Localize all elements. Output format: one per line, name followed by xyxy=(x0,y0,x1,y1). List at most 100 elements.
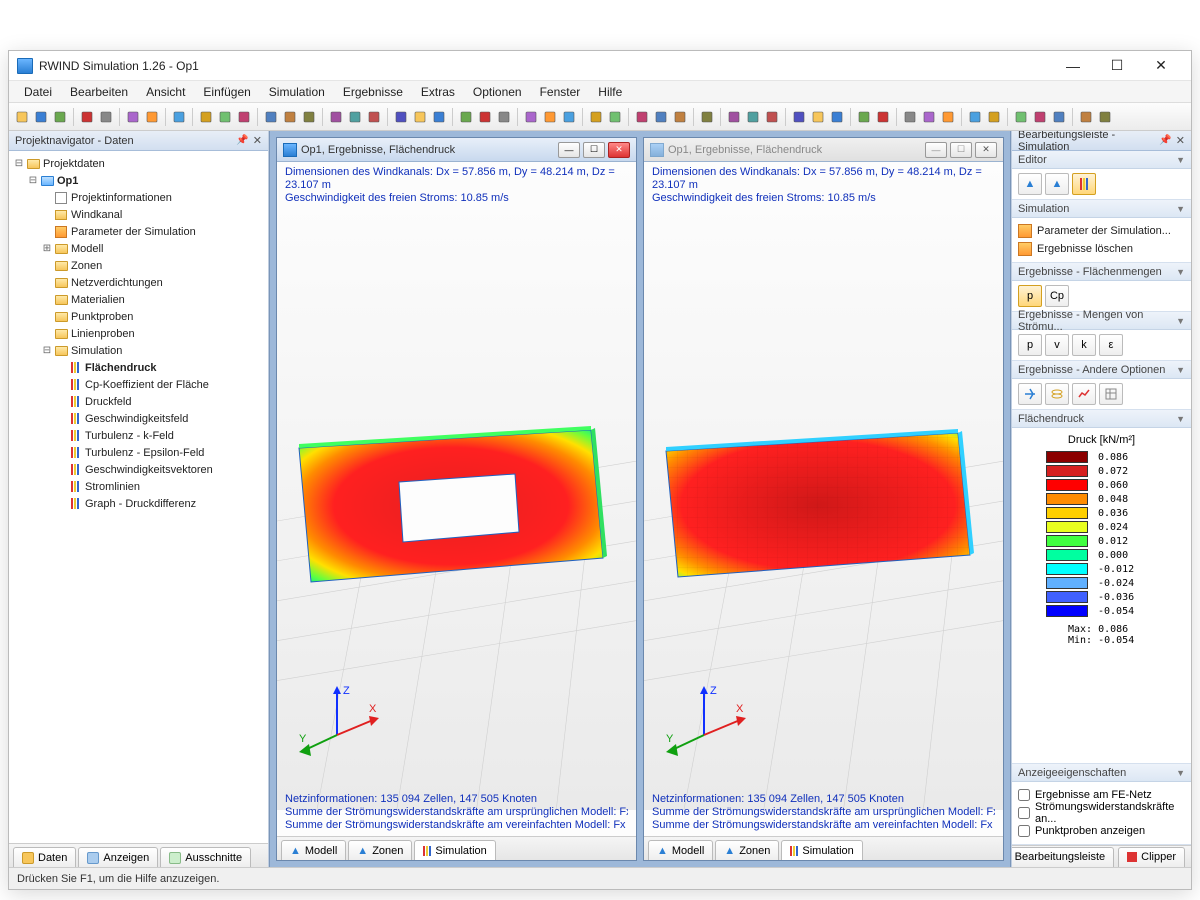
tree-strom[interactable]: Stromlinien xyxy=(85,481,140,493)
toolbar-button[interactable] xyxy=(763,108,781,126)
menu-optionen[interactable]: Optionen xyxy=(464,83,531,101)
view1-max-button[interactable]: ☐ xyxy=(583,142,605,158)
editor-btn-2[interactable]: ▲ xyxy=(1045,173,1069,195)
toolbar-button[interactable] xyxy=(78,108,96,126)
toolbar-button[interactable] xyxy=(476,108,494,126)
toolbar-button[interactable] xyxy=(633,108,651,126)
toolbar-button[interactable] xyxy=(365,108,383,126)
toolbar-button[interactable] xyxy=(874,108,892,126)
toolbar-button[interactable] xyxy=(124,108,142,126)
toolbar-button[interactable] xyxy=(197,108,215,126)
tree-linien[interactable]: Linienproben xyxy=(71,328,135,340)
toolbar-button[interactable] xyxy=(522,108,540,126)
menu-fenster[interactable]: Fenster xyxy=(531,83,590,101)
tree-windkanal[interactable]: Windkanal xyxy=(71,209,122,221)
tab-anzeigen[interactable]: Anzeigen xyxy=(78,847,158,867)
toolbar-button[interactable] xyxy=(216,108,234,126)
toolbar-button[interactable] xyxy=(790,108,808,126)
section-andere[interactable]: Ergebnisse - Andere Optionen▼ xyxy=(1012,361,1191,379)
tree-vektoren[interactable]: Geschwindigkeitsvektoren xyxy=(85,464,213,476)
tree-op1[interactable]: Op1 xyxy=(57,175,78,187)
toolbar-button[interactable] xyxy=(966,108,984,126)
section-flaechenmengen[interactable]: Ergebnisse - Flächenmengen▼ xyxy=(1012,263,1191,281)
toolbar-button[interactable] xyxy=(51,108,69,126)
toolbar-button[interactable] xyxy=(901,108,919,126)
view1-tab-zonen[interactable]: ▲Zonen xyxy=(348,840,412,860)
toolbar-button[interactable] xyxy=(430,108,448,126)
view1-tab-simulation[interactable]: Simulation xyxy=(414,840,495,860)
view2-titlebar[interactable]: Op1, Ergebnisse, Flächendruck — ☐ ✕ xyxy=(644,138,1003,162)
toolbar-button[interactable] xyxy=(541,108,559,126)
toolbar-button[interactable] xyxy=(939,108,957,126)
tab-clipper[interactable]: Clipper xyxy=(1118,847,1185,867)
tree-geschw[interactable]: Geschwindigkeitsfeld xyxy=(85,413,188,425)
opt-btn-2[interactable] xyxy=(1045,383,1069,405)
menu-ergebnisse[interactable]: Ergebnisse xyxy=(334,83,412,101)
view1-titlebar[interactable]: Op1, Ergebnisse, Flächendruck — ☐ ✕ xyxy=(277,138,636,162)
btn-pp[interactable]: p xyxy=(1018,334,1042,356)
tree-zonen[interactable]: Zonen xyxy=(71,260,102,272)
btn-e[interactable]: ε xyxy=(1099,334,1123,356)
view1-close-button[interactable]: ✕ xyxy=(608,142,630,158)
toolbar-button[interactable] xyxy=(698,108,716,126)
view2-max-button[interactable]: ☐ xyxy=(950,142,972,158)
tab-bearbeitungsleiste[interactable]: 🔧Bearbeitungsleiste xyxy=(1011,847,1114,867)
toolbar-button[interactable] xyxy=(97,108,115,126)
toolbar-button[interactable] xyxy=(855,108,873,126)
toolbar-button[interactable] xyxy=(1031,108,1049,126)
toolbar-button[interactable] xyxy=(652,108,670,126)
view1-min-button[interactable]: — xyxy=(558,142,580,158)
tree-modell[interactable]: Modell xyxy=(71,243,103,255)
toolbar-button[interactable] xyxy=(587,108,605,126)
tree-netz[interactable]: Netzverdichtungen xyxy=(71,277,163,289)
toolbar-button[interactable] xyxy=(985,108,1003,126)
tree-punkt[interactable]: Punktproben xyxy=(71,311,133,323)
section-flaechendruck[interactable]: Flächendruck▼ xyxy=(1012,410,1191,428)
toolbar-button[interactable] xyxy=(13,108,31,126)
tree-turbk[interactable]: Turbulenz - k-Feld xyxy=(85,430,174,442)
toolbar-button[interactable] xyxy=(495,108,513,126)
view2-viewport[interactable]: Z X Y Dimensionen des Windkanals: Dx = 5… xyxy=(644,162,1003,836)
editor-btn-1[interactable]: ▲ xyxy=(1018,173,1042,195)
toolbar-button[interactable] xyxy=(920,108,938,126)
menu-datei[interactable]: Datei xyxy=(15,83,61,101)
toolbar-button[interactable] xyxy=(170,108,188,126)
btn-k[interactable]: k xyxy=(1072,334,1096,356)
editor-btn-3[interactable] xyxy=(1072,173,1096,195)
toolbar-button[interactable] xyxy=(300,108,318,126)
link-clear-results[interactable]: Ergebnisse löschen xyxy=(1018,240,1185,258)
opt-btn-4[interactable] xyxy=(1099,383,1123,405)
tree-druckfeld[interactable]: Druckfeld xyxy=(85,396,131,408)
tree-sim[interactable]: Simulation xyxy=(71,345,122,357)
btn-cp[interactable]: Cp xyxy=(1045,285,1069,307)
chk-widerstand[interactable]: Strömungswiderstandskräfte an... xyxy=(1018,804,1185,822)
view2-tab-zonen[interactable]: ▲Zonen xyxy=(715,840,779,860)
tree-projektinfo[interactable]: Projektinformationen xyxy=(71,192,172,204)
view2-tab-modell[interactable]: ▲Modell xyxy=(648,840,713,860)
tree-mat[interactable]: Materialien xyxy=(71,294,125,306)
tab-daten[interactable]: Daten xyxy=(13,847,76,867)
toolbar-button[interactable] xyxy=(671,108,689,126)
opt-btn-3[interactable] xyxy=(1072,383,1096,405)
panel-close-icon[interactable]: ✕ xyxy=(253,134,262,147)
toolbar-button[interactable] xyxy=(32,108,50,126)
toolbar-button[interactable] xyxy=(346,108,364,126)
toolbar-button[interactable] xyxy=(327,108,345,126)
close-button[interactable]: ✕ xyxy=(1139,52,1183,80)
view2-min-button[interactable]: — xyxy=(925,142,947,158)
toolbar-button[interactable] xyxy=(828,108,846,126)
opt-btn-1[interactable] xyxy=(1018,383,1042,405)
menu-bearbeiten[interactable]: Bearbeiten xyxy=(61,83,137,101)
tree-root[interactable]: Projektdaten xyxy=(43,158,105,170)
panel-close-icon[interactable]: ✕ xyxy=(1176,134,1185,147)
tree-cp[interactable]: Cp-Koeffizient der Fläche xyxy=(85,379,209,391)
maximize-button[interactable]: ☐ xyxy=(1095,52,1139,80)
toolbar-button[interactable] xyxy=(1012,108,1030,126)
tree-param[interactable]: Parameter der Simulation xyxy=(71,226,196,238)
view1-viewport[interactable]: Z X Y Dimensionen des Windkanals: Dx = 5… xyxy=(277,162,636,836)
view1-tab-modell[interactable]: ▲Modell xyxy=(281,840,346,860)
tree-flaechendruck[interactable]: Flächendruck xyxy=(85,362,157,374)
toolbar-button[interactable] xyxy=(392,108,410,126)
toolbar-button[interactable] xyxy=(143,108,161,126)
view2-tab-simulation[interactable]: Simulation xyxy=(781,840,862,860)
